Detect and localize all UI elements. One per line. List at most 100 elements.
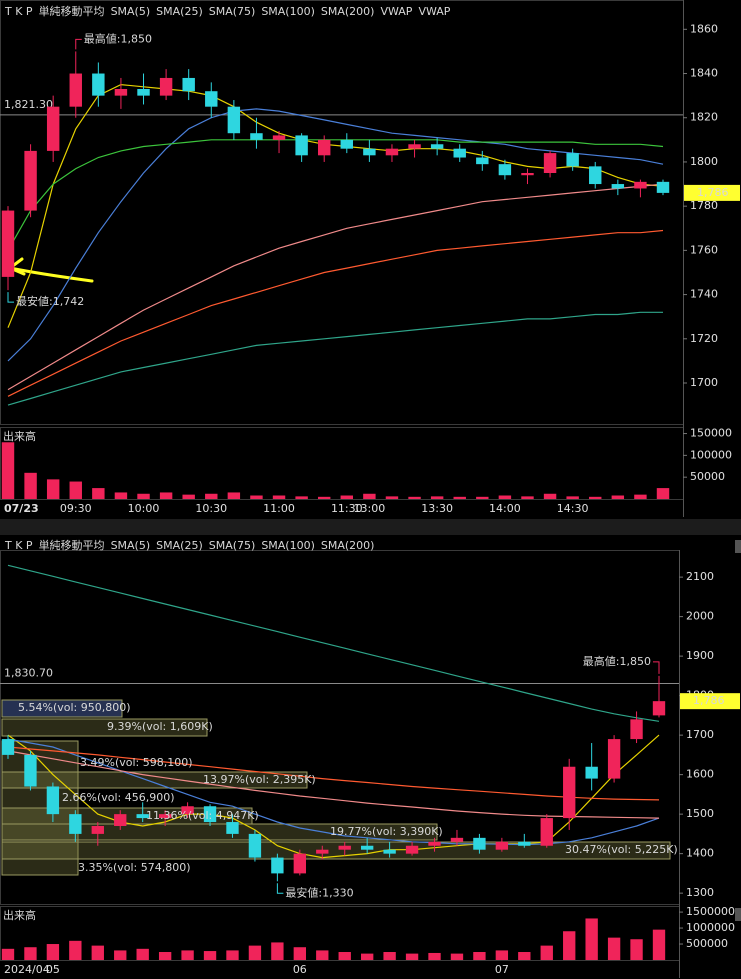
- range-label: 9.39%(vol: 1,609K): [107, 720, 213, 733]
- volume-bar: [630, 939, 643, 960]
- range-box: [1, 823, 438, 841]
- legend-entry: 単純移動平均: [39, 4, 105, 18]
- volume-bar: [114, 492, 128, 499]
- y-tick-label: 1720: [690, 332, 718, 345]
- legend-entry: SMA(5): [111, 5, 151, 18]
- x-tick-label: 2024/04: [4, 963, 50, 976]
- candle-body: [69, 73, 82, 107]
- volume-bar: [430, 496, 444, 499]
- candle-body: [317, 139, 331, 156]
- panel-button[interactable]: [735, 540, 741, 553]
- legend-entry: SMA(100): [261, 539, 315, 552]
- separator: [0, 519, 741, 535]
- last-price-box: [684, 184, 740, 201]
- volume-bar: [293, 947, 307, 960]
- low-label: 最安値:1,742: [16, 294, 84, 308]
- volume-bar: [24, 472, 37, 499]
- x-tick-label: 09:30: [60, 502, 92, 515]
- y-tick-label: 1780: [690, 199, 718, 212]
- low-pointer: [276, 883, 284, 894]
- moving-average-line: [7, 183, 664, 391]
- candle-body: [473, 837, 486, 850]
- candle-body: [453, 148, 466, 158]
- candle-body: [272, 135, 286, 140]
- range-label: 3.49%(vol: 598,100): [80, 756, 193, 769]
- y-tick-label: 1900: [686, 649, 714, 662]
- candle-body: [408, 144, 421, 149]
- volume-bar: [585, 918, 598, 960]
- legend-entry: T K P: [4, 539, 33, 552]
- y-tick-label: 1740: [690, 288, 718, 301]
- volume-bar: [385, 496, 399, 499]
- range-label: 5.54%(vol: 950,800): [18, 701, 131, 714]
- volume-bar: [203, 951, 217, 960]
- volume-bar: [340, 495, 354, 499]
- y-tick-label: 1400: [686, 847, 714, 860]
- low-pointer: [7, 292, 14, 303]
- y-tick-label: 2100: [686, 570, 714, 583]
- x-tick-label: 13:00: [354, 502, 386, 515]
- volume-bar: [181, 950, 194, 960]
- candle-body: [563, 766, 576, 819]
- volume-bar: [521, 496, 534, 499]
- volume-bar: [92, 488, 105, 499]
- volume-bar: [272, 495, 286, 499]
- legend-entry: VWAP: [418, 5, 450, 18]
- y-tick-label: 1300: [686, 886, 714, 899]
- volume-bar: [158, 952, 172, 960]
- candle-body: [363, 148, 376, 156]
- volume-tick-label: 500000: [686, 937, 728, 950]
- volume-bar: [69, 481, 82, 499]
- range-label: 11.36%(vol: 4,947K): [146, 809, 259, 822]
- candle-body: [69, 814, 82, 834]
- volume-bar: [563, 931, 576, 960]
- candle-body: [158, 814, 172, 819]
- volume-bar: [46, 944, 60, 960]
- candle-body: [340, 139, 354, 149]
- volume-tick-label: 1500000: [686, 905, 735, 918]
- x-tick-label: 06: [293, 963, 307, 976]
- volume-bar: [69, 940, 82, 960]
- x-tick-label: 07: [495, 963, 509, 976]
- volume-bar: [540, 945, 553, 960]
- volume-bar: [405, 953, 419, 960]
- moving-average-line: [7, 746, 660, 801]
- candle-body: [385, 148, 399, 156]
- volume-bar: [652, 929, 666, 960]
- legend-entry: SMA(75): [209, 539, 256, 552]
- candle-body: [566, 153, 579, 167]
- panel-button[interactable]: [735, 908, 741, 921]
- candle-body: [450, 837, 464, 842]
- volume-bar: [498, 495, 512, 499]
- x-tick-label: 10:00: [128, 502, 160, 515]
- candle-body: [634, 181, 647, 189]
- y-tick-label: 1500: [686, 807, 714, 820]
- last-price-box: [680, 693, 740, 710]
- volume-bar: [360, 953, 374, 960]
- reference-label: 1,830.70: [4, 667, 53, 680]
- volume-bar: [518, 952, 531, 960]
- candle-body: [1, 739, 15, 755]
- candle-body: [293, 853, 307, 874]
- candle-body: [205, 91, 218, 107]
- candle-body: [652, 701, 666, 716]
- moving-average-line: [7, 108, 664, 362]
- x-tick-label: 05: [46, 963, 60, 976]
- x-tick-label: 11:00: [263, 502, 295, 515]
- volume-bar: [316, 950, 329, 960]
- candle-body: [1, 210, 15, 277]
- legend-entry: SMA(100): [261, 5, 315, 18]
- last-price-label: 1,786: [693, 694, 725, 707]
- candle-body: [585, 766, 598, 779]
- volume-bar: [271, 942, 284, 960]
- volume-tick-label: 1000000: [686, 921, 735, 934]
- candle-body: [114, 814, 127, 826]
- volume-bar: [248, 945, 262, 960]
- moving-average-line: [7, 311, 663, 406]
- high-label: 最高値:1,850: [583, 654, 651, 668]
- candle-body: [607, 739, 621, 779]
- candle-body: [430, 144, 444, 149]
- x-tick-label: 13:30: [421, 502, 453, 515]
- range-box: [1, 718, 208, 737]
- y-tick-label: 1840: [690, 67, 718, 80]
